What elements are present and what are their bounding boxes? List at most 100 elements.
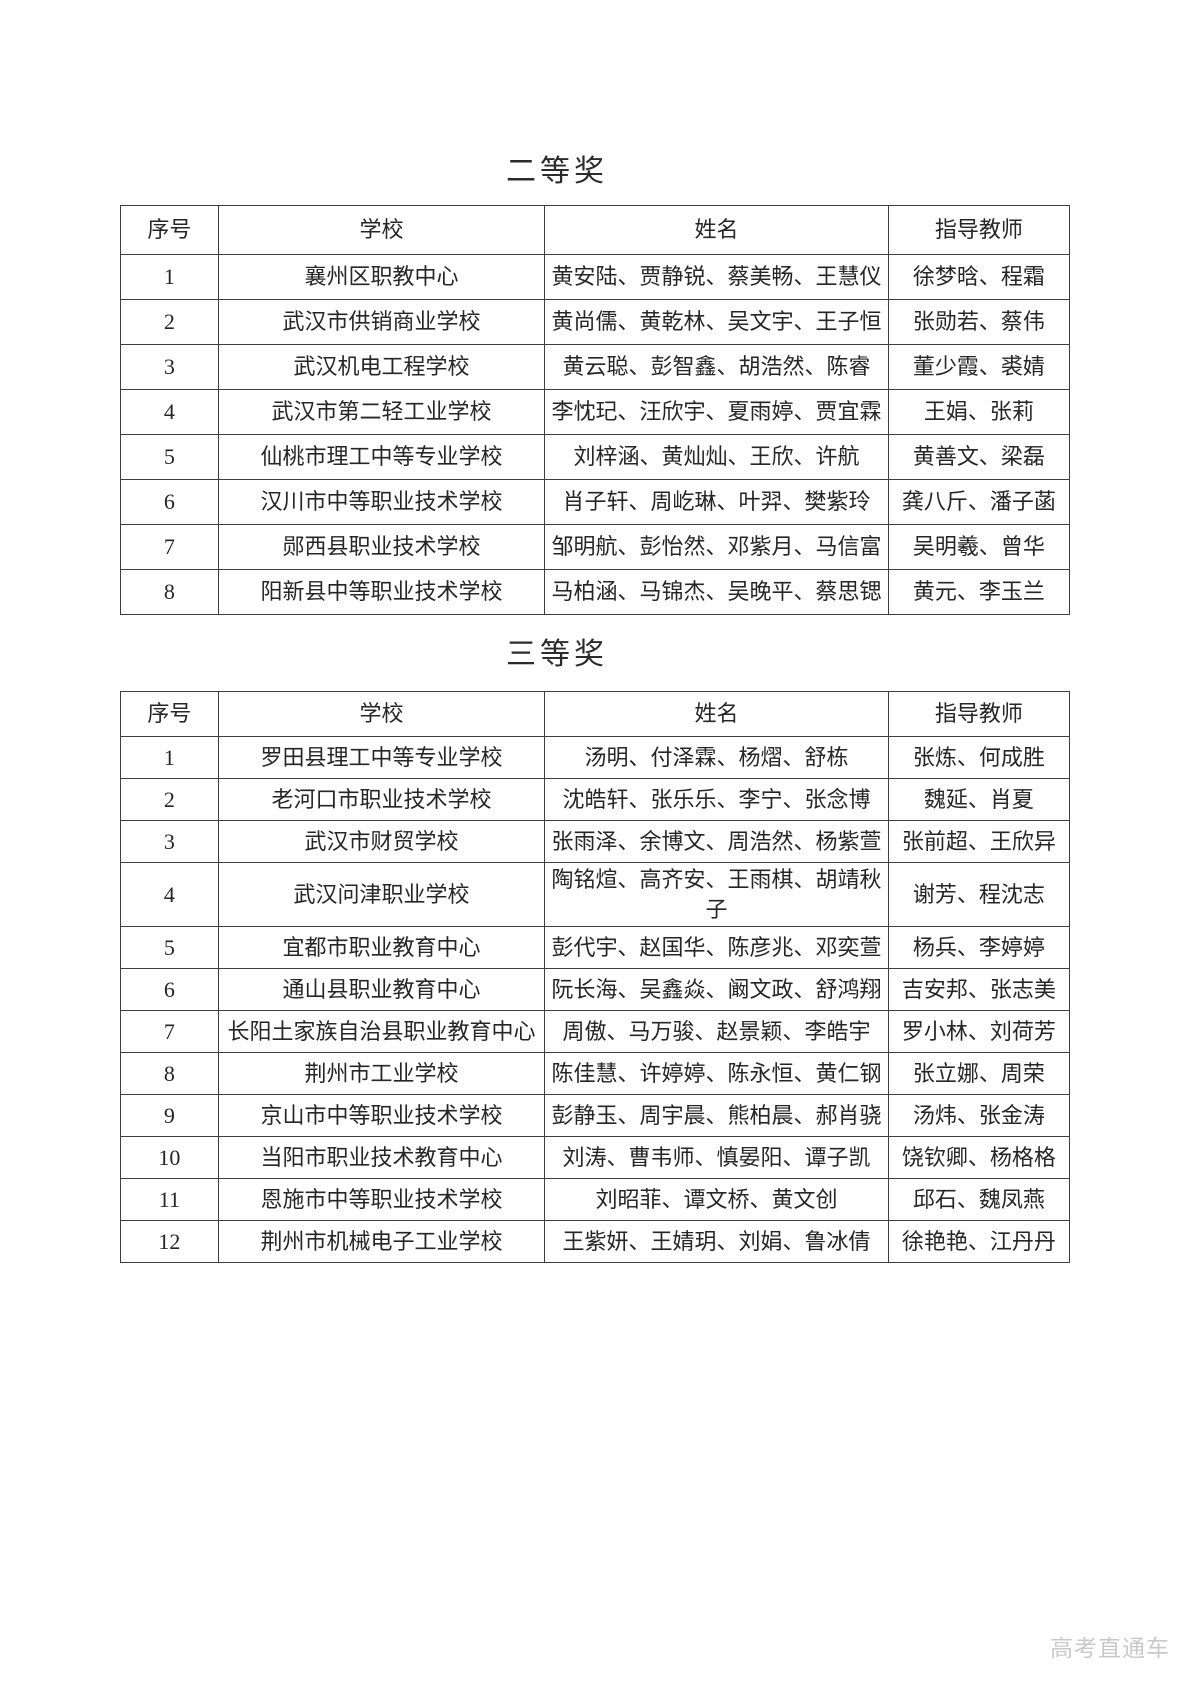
header-school: 学校: [217, 205, 546, 255]
header-index: 序号: [120, 691, 219, 737]
cell-names: 彭代宇、赵国华、陈彦兆、邓奕萱: [544, 926, 889, 970]
cell-index: 10: [120, 1136, 219, 1180]
cell-teachers: 徐梦晗、程霜: [887, 254, 1071, 300]
cell-teachers: 董少霞、裘婧: [887, 344, 1071, 390]
cell-index: 8: [120, 1052, 219, 1096]
watermark: 高考直通车: [1050, 1635, 1170, 1661]
cell-school: 通山县职业教育中心: [217, 968, 546, 1012]
cell-index: 5: [120, 926, 219, 970]
table-row: 5 宜都市职业教育中心 彭代宇、赵国华、陈彦兆、邓奕萱 杨兵、李婷婷: [120, 926, 1071, 970]
cell-index: 7: [120, 1010, 219, 1054]
cell-names: 马柏涵、马锦杰、吴晚平、蔡思锶: [544, 569, 889, 615]
cell-teachers: 黄元、李玉兰: [887, 569, 1071, 615]
table-row: 6 通山县职业教育中心 阮长海、吴鑫焱、阚文政、舒鸿翔 吉安邦、张志美: [120, 968, 1071, 1012]
cell-school: 荆州市工业学校: [217, 1052, 546, 1096]
cell-school: 宜都市职业教育中心: [217, 926, 546, 970]
cell-school: 郧西县职业技术学校: [217, 524, 546, 570]
cell-names: 刘涛、曹韦师、慎晏阳、谭子凯: [544, 1136, 889, 1180]
second-prize-title: 二等奖: [506, 155, 608, 188]
header-teachers: 指导教师: [887, 691, 1071, 737]
cell-names: 阮长海、吴鑫焱、阚文政、舒鸿翔: [544, 968, 889, 1012]
cell-teachers: 黄善文、梁磊: [887, 434, 1071, 480]
table-row: 2 武汉市供销商业学校 黄尚儒、黄乾林、吴文宇、王子恒 张勋若、蔡伟: [120, 299, 1071, 345]
header-teachers: 指导教师: [887, 205, 1071, 255]
cell-index: 4: [120, 861, 219, 928]
cell-teachers: 谢芳、程沈志: [887, 861, 1071, 928]
document-content: 二等奖 序号 学校 姓名 指导教师 1 襄州区职教中心 黄安陆、贾静锐、蔡美畅、…: [120, 0, 1071, 1264]
cell-names: 肖子轩、周屹琳、叶羿、樊紫玲: [544, 479, 889, 525]
table-row: 3 武汉市财贸学校 张雨泽、余博文、周浩然、杨紫萱 张前超、王欣异: [120, 820, 1071, 863]
cell-school: 武汉市财贸学校: [217, 820, 546, 863]
cell-index: 3: [120, 820, 219, 863]
table-row: 8 阳新县中等职业技术学校 马柏涵、马锦杰、吴晚平、蔡思锶 黄元、李玉兰: [120, 569, 1071, 615]
cell-names: 黄尚儒、黄乾林、吴文宇、王子恒: [544, 299, 889, 345]
cell-school: 襄州区职教中心: [217, 254, 546, 300]
cell-teachers: 张立娜、周荣: [887, 1052, 1071, 1096]
cell-index: 1: [120, 736, 219, 779]
cell-school: 仙桃市理工中等专业学校: [217, 434, 546, 480]
cell-index: 7: [120, 524, 219, 570]
cell-school: 武汉市供销商业学校: [217, 299, 546, 345]
cell-school: 阳新县中等职业技术学校: [217, 569, 546, 615]
table-row: 1 罗田县理工中等专业学校 汤明、付泽霖、杨熠、舒栋 张炼、何成胜: [120, 736, 1071, 779]
cell-names: 刘梓涵、黄灿灿、王欣、许航: [544, 434, 889, 480]
table-header-row: 序号 学校 姓名 指导教师: [120, 205, 1071, 255]
cell-names: 邹明航、彭怡然、邓紫月、马信富: [544, 524, 889, 570]
third-prize-title: 三等奖: [506, 638, 608, 671]
third-prize-table: 序号 学校 姓名 指导教师 1 罗田县理工中等专业学校 汤明、付泽霖、杨熠、舒栋…: [120, 691, 1071, 1264]
cell-index: 4: [120, 389, 219, 435]
cell-teachers: 吴明羲、曾华: [887, 524, 1071, 570]
cell-index: 3: [120, 344, 219, 390]
header-names: 姓名: [544, 691, 889, 737]
cell-names: 王紫妍、王婧玥、刘娟、鲁冰倩: [544, 1220, 889, 1264]
cell-teachers: 张勋若、蔡伟: [887, 299, 1071, 345]
cell-index: 2: [120, 299, 219, 345]
cell-index: 12: [120, 1220, 219, 1264]
table-row: 1 襄州区职教中心 黄安陆、贾静锐、蔡美畅、王慧仪 徐梦晗、程霜: [120, 254, 1071, 300]
cell-index: 1: [120, 254, 219, 300]
cell-index: 11: [120, 1178, 219, 1222]
cell-school: 长阳土家族自治县职业教育中心: [217, 1010, 546, 1054]
cell-names: 黄云聪、彭智鑫、胡浩然、陈睿: [544, 344, 889, 390]
cell-names: 沈皓轩、张乐乐、李宁、张念博: [544, 778, 889, 821]
cell-teachers: 饶钦卿、杨格格: [887, 1136, 1071, 1180]
cell-school: 老河口市职业技术学校: [217, 778, 546, 821]
table-row: 7 长阳土家族自治县职业教育中心 周傲、马万骏、赵景颖、李皓宇 罗小林、刘荷芳: [120, 1010, 1071, 1054]
header-names: 姓名: [544, 205, 889, 255]
cell-index: 2: [120, 778, 219, 821]
cell-index: 6: [120, 479, 219, 525]
cell-names: 陈佳慧、许婷婷、陈永恒、黄仁钢: [544, 1052, 889, 1096]
table-header-row: 序号 学校 姓名 指导教师: [120, 691, 1071, 737]
table-row: 12 荆州市机械电子工业学校 王紫妍、王婧玥、刘娟、鲁冰倩 徐艳艳、江丹丹: [120, 1220, 1071, 1264]
header-school: 学校: [217, 691, 546, 737]
table-row: 6 汉川市中等职业技术学校 肖子轩、周屹琳、叶羿、樊紫玲 龚八斤、潘子菡: [120, 479, 1071, 525]
table-row: 2 老河口市职业技术学校 沈皓轩、张乐乐、李宁、张念博 魏延、肖夏: [120, 778, 1071, 821]
table-row: 5 仙桃市理工中等专业学校 刘梓涵、黄灿灿、王欣、许航 黄善文、梁磊: [120, 434, 1071, 480]
cell-names: 张雨泽、余博文、周浩然、杨紫萱: [544, 820, 889, 863]
cell-school: 汉川市中等职业技术学校: [217, 479, 546, 525]
cell-index: 8: [120, 569, 219, 615]
table-row: 10 当阳市职业技术教育中心 刘涛、曹韦师、慎晏阳、谭子凯 饶钦卿、杨格格: [120, 1136, 1071, 1180]
cell-teachers: 杨兵、李婷婷: [887, 926, 1071, 970]
cell-teachers: 吉安邦、张志美: [887, 968, 1071, 1012]
table-row: 4 武汉问津职业学校 陶铭煊、高齐安、王雨棋、胡靖秋子 谢芳、程沈志: [120, 861, 1071, 928]
cell-teachers: 汤炜、张金涛: [887, 1094, 1071, 1138]
cell-school: 当阳市职业技术教育中心: [217, 1136, 546, 1180]
cell-school: 京山市中等职业技术学校: [217, 1094, 546, 1138]
cell-names: 李忱玘、汪欣宇、夏雨婷、贾宜霖: [544, 389, 889, 435]
cell-teachers: 张前超、王欣异: [887, 820, 1071, 863]
cell-school: 恩施市中等职业技术学校: [217, 1178, 546, 1222]
cell-teachers: 徐艳艳、江丹丹: [887, 1220, 1071, 1264]
table-row: 9 京山市中等职业技术学校 彭静玉、周宇晨、熊柏晨、郝肖骁 汤炜、张金涛: [120, 1094, 1071, 1138]
table-row: 11 恩施市中等职业技术学校 刘昭菲、谭文桥、黄文创 邱石、魏凤燕: [120, 1178, 1071, 1222]
cell-names: 周傲、马万骏、赵景颖、李皓宇: [544, 1010, 889, 1054]
cell-names: 刘昭菲、谭文桥、黄文创: [544, 1178, 889, 1222]
cell-teachers: 王娟、张莉: [887, 389, 1071, 435]
cell-teachers: 龚八斤、潘子菡: [887, 479, 1071, 525]
header-index: 序号: [120, 205, 219, 255]
cell-school: 罗田县理工中等专业学校: [217, 736, 546, 779]
second-prize-table: 序号 学校 姓名 指导教师 1 襄州区职教中心 黄安陆、贾静锐、蔡美畅、王慧仪 …: [120, 205, 1071, 615]
cell-index: 5: [120, 434, 219, 480]
table-row: 3 武汉机电工程学校 黄云聪、彭智鑫、胡浩然、陈睿 董少霞、裘婧: [120, 344, 1071, 390]
